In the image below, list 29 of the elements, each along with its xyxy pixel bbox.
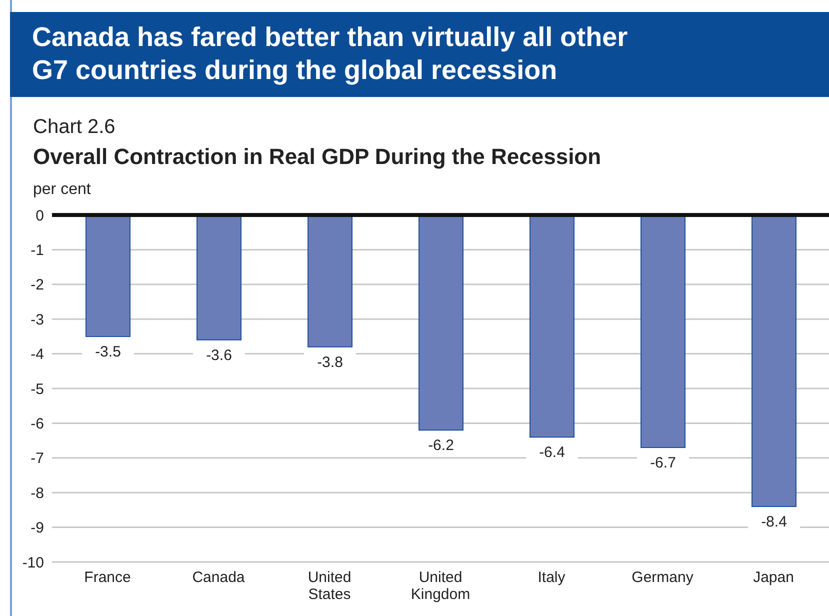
- y-tick-label: -10: [22, 554, 44, 572]
- y-tick-label: -3: [30, 311, 44, 328]
- y-tick-label: 0: [36, 207, 44, 224]
- x-tick-label: Canada: [192, 569, 246, 586]
- chart-title: Canada has fared better than virtually all other G7 countries during the global recession: [32, 21, 629, 87]
- data-label: -6.2: [428, 437, 454, 454]
- y-tick-label: -8: [30, 484, 44, 502]
- y-tick-label: -4: [30, 346, 44, 364]
- x-tick-label: France: [84, 569, 131, 586]
- chart-subtitle: Overall Contraction in Real GDP During the Recession: [33, 144, 602, 170]
- data-label: -3.5: [95, 343, 121, 360]
- y-tick-label: -9: [30, 520, 44, 537]
- data-label: -3.8: [317, 354, 343, 371]
- x-tick-label: Italy: [538, 569, 566, 586]
- y-axis-title: per cent: [33, 181, 91, 199]
- y-tick-label: -2: [30, 276, 44, 294]
- y-tick-label: -6: [30, 416, 44, 433]
- x-tick-label: Japan: [753, 569, 794, 586]
- x-tick-label: Germany: [632, 569, 694, 586]
- y-tick-label: -1: [30, 242, 44, 260]
- data-label: -8.4: [761, 513, 787, 530]
- y-tick-label: -7: [30, 450, 44, 468]
- x-tick-label: United Kingdom: [410, 569, 470, 603]
- x-tick-label: United States: [308, 569, 352, 603]
- y-tick-label: -5: [30, 380, 44, 398]
- data-label: -6.7: [650, 454, 676, 472]
- data-label: -3.6: [206, 346, 232, 364]
- caption: Chart 2.6: [33, 116, 116, 139]
- data-label: -6.4: [539, 444, 565, 462]
